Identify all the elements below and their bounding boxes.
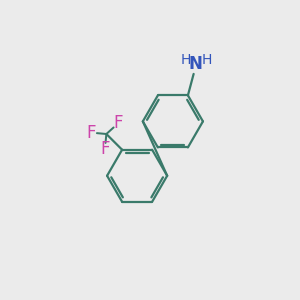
Text: H: H [180,53,191,68]
Text: F: F [114,114,123,132]
Text: H: H [201,53,212,68]
Text: N: N [189,55,203,73]
Text: F: F [86,124,95,142]
Text: F: F [100,140,110,158]
